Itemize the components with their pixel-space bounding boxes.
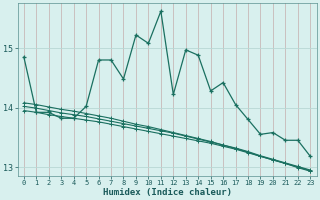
X-axis label: Humidex (Indice chaleur): Humidex (Indice chaleur)	[103, 188, 232, 197]
